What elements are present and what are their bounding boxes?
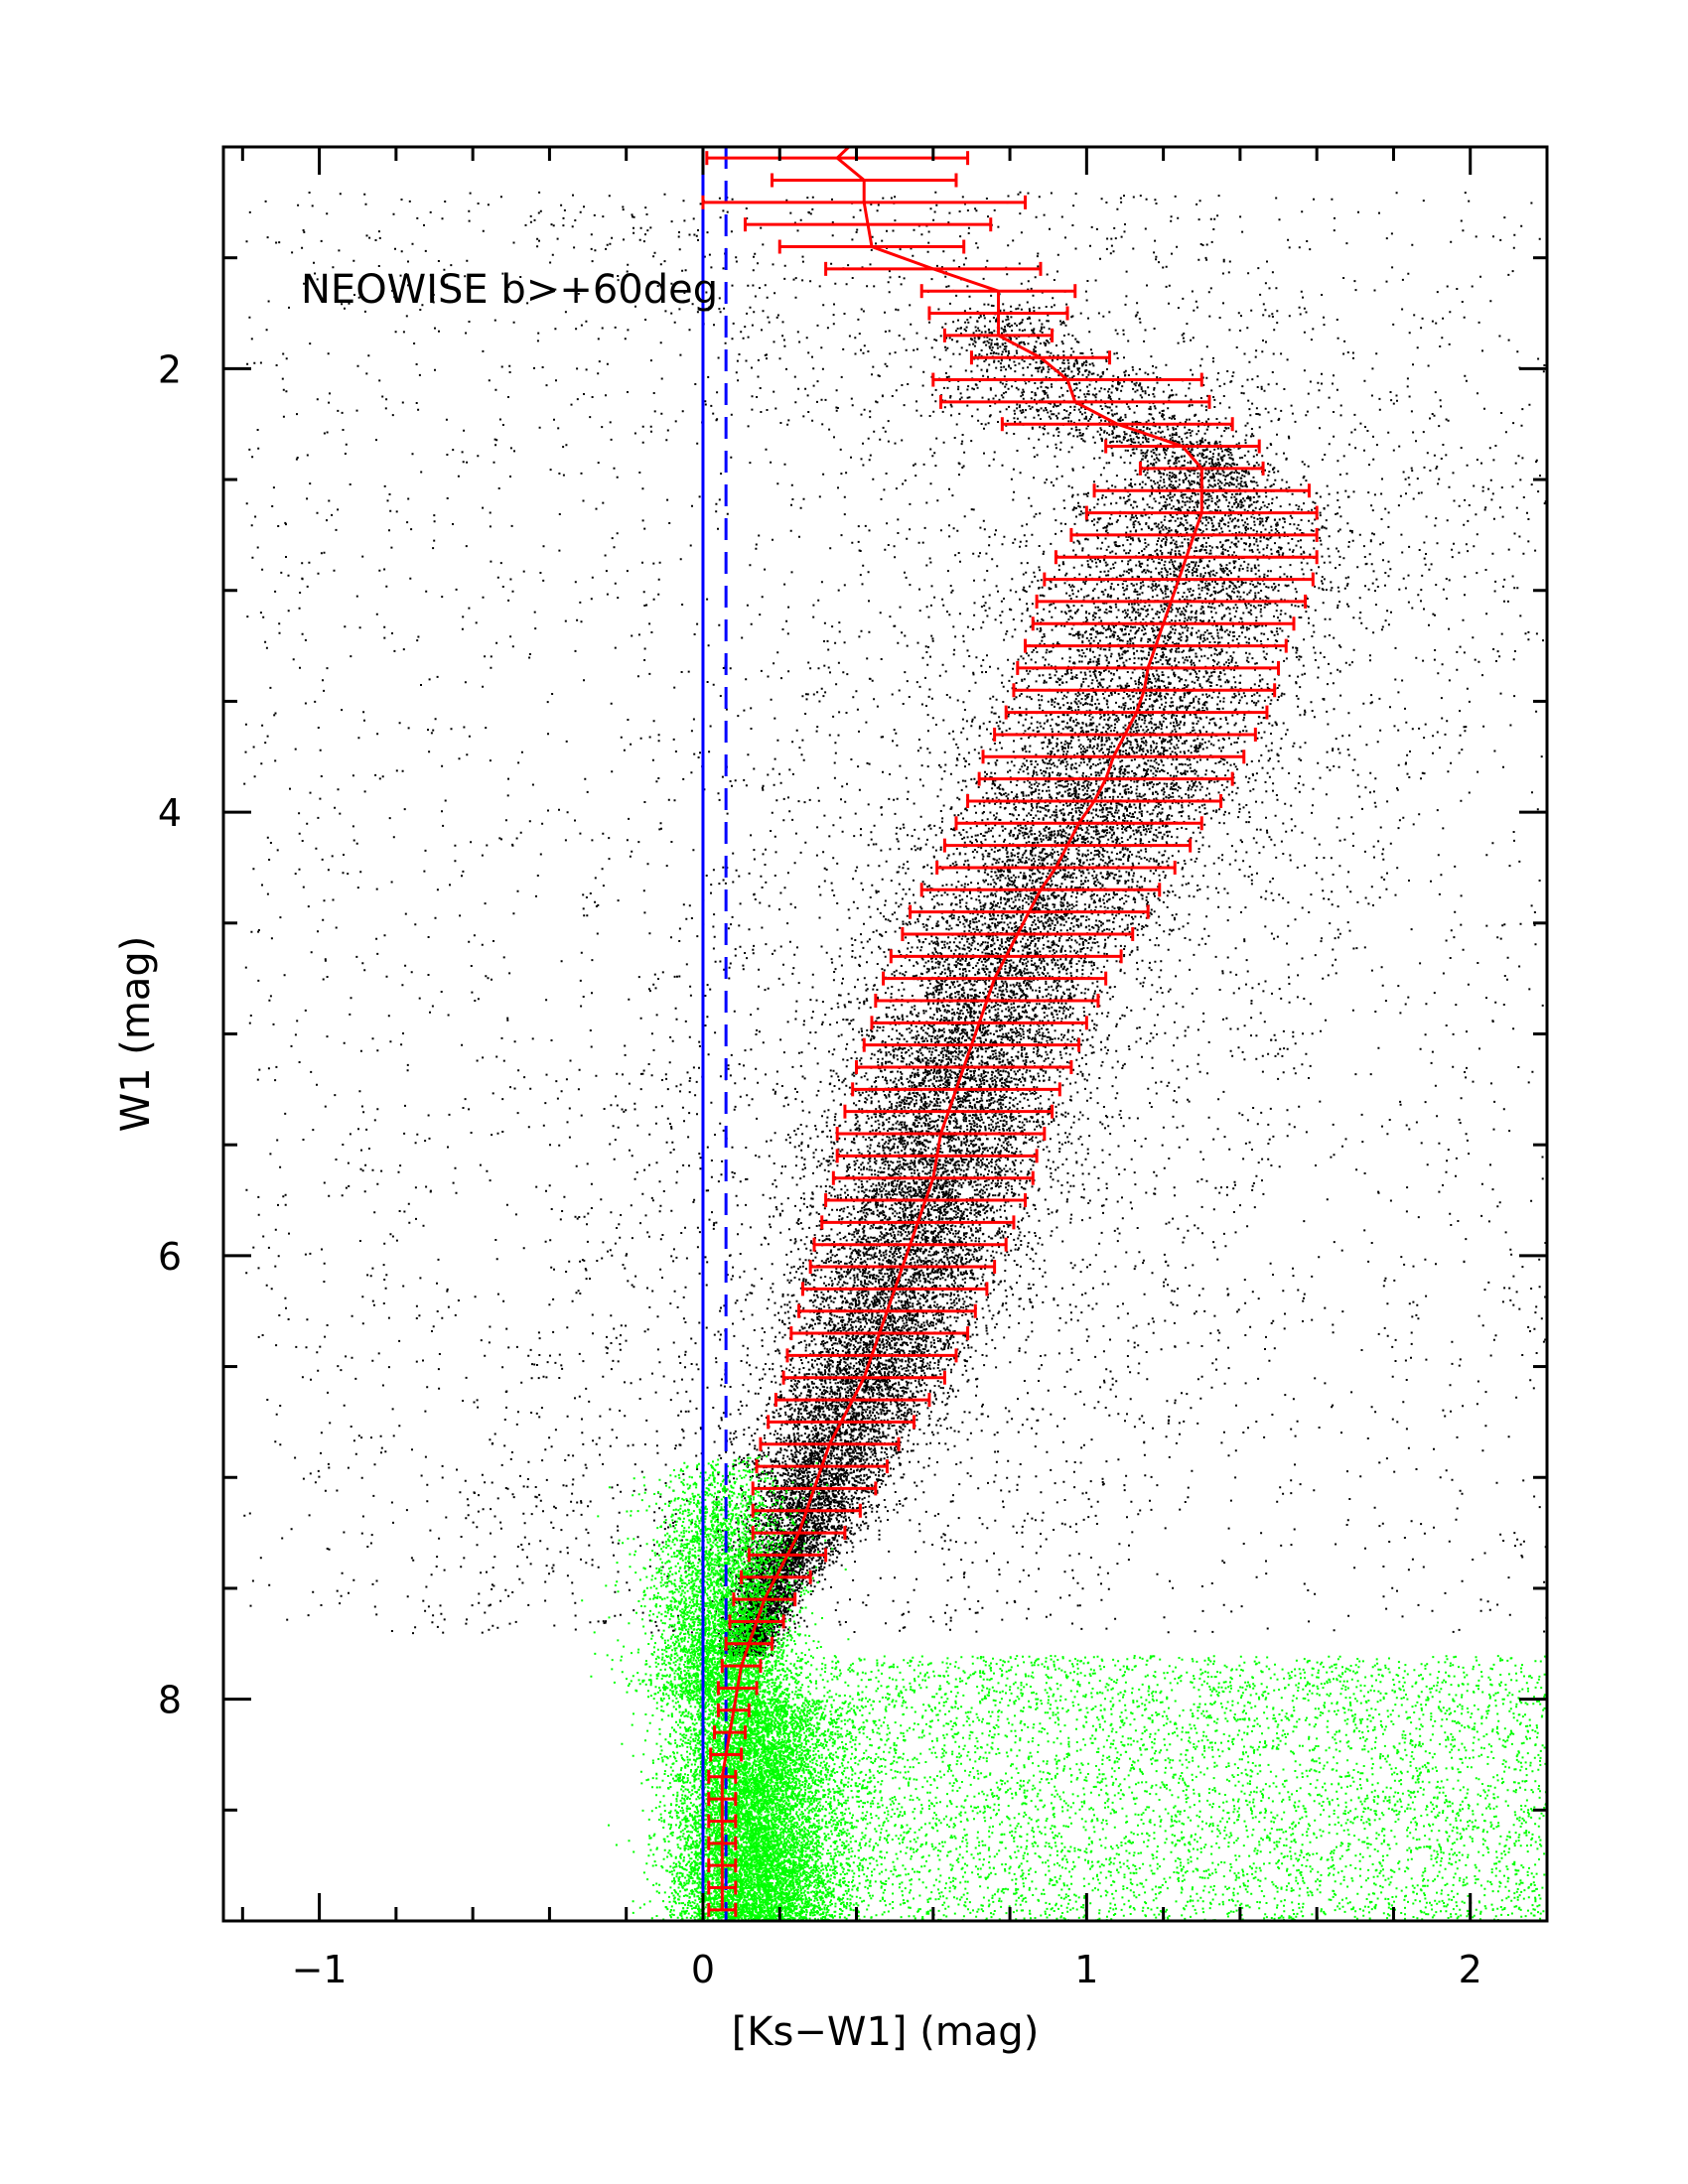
axis-ticks — [223, 147, 1549, 1923]
plot-frame — [221, 145, 1549, 1923]
chart-annotation: NEOWISE b>+60deg — [301, 267, 718, 313]
axis-tick-labels: −1 0 1 2 2 4 6 8 — [158, 347, 1482, 1991]
y-tick-label: 8 — [158, 1679, 182, 1722]
y-tick-label: 2 — [158, 347, 182, 391]
y-axis-title: W1 (mag) — [113, 936, 159, 1133]
x-axis-title: [Ks−W1] (mag) — [732, 2009, 1040, 2055]
median-error-bars — [701, 151, 1319, 1917]
scatter-points-main — [243, 191, 1547, 1657]
x-tick-label: 1 — [1074, 1948, 1098, 1991]
reference-lines — [701, 147, 728, 1921]
median-line — [720, 147, 1203, 1910]
y-tick-label: 6 — [158, 1235, 182, 1279]
median-error-bar — [707, 1902, 738, 1917]
x-tick-label: −1 — [292, 1948, 348, 1991]
x-tick-label: 0 — [691, 1948, 715, 1991]
scatter-main-points — [243, 191, 1547, 1657]
y-tick-label: 4 — [158, 791, 182, 835]
scatter-points-faint — [581, 1455, 1547, 1921]
x-tick-label: 2 — [1459, 1948, 1482, 1991]
scatter-faint-points — [581, 1455, 1547, 1921]
